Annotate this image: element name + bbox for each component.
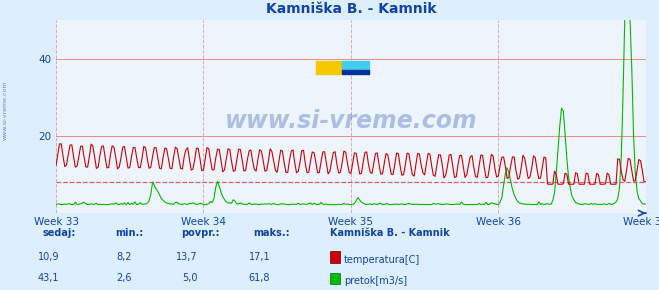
Text: temperatura[C]: temperatura[C]: [344, 255, 420, 264]
Bar: [316, 61, 342, 74]
Text: min.:: min.:: [115, 228, 144, 238]
Text: sedaj:: sedaj:: [43, 228, 76, 238]
Text: www.si-vreme.com: www.si-vreme.com: [225, 108, 477, 133]
Text: www.si-vreme.com: www.si-vreme.com: [3, 80, 8, 140]
Text: maks.:: maks.:: [254, 228, 291, 238]
Text: 17,1: 17,1: [248, 251, 270, 262]
Bar: [342, 61, 368, 70]
Text: 8,2: 8,2: [116, 251, 132, 262]
Text: 5,0: 5,0: [182, 273, 198, 283]
Text: 43,1: 43,1: [38, 273, 59, 283]
Bar: [342, 70, 368, 74]
Text: pretok[m3/s]: pretok[m3/s]: [344, 276, 407, 286]
Text: povpr.:: povpr.:: [181, 228, 219, 238]
Title: Kamniška B. - Kamnik: Kamniška B. - Kamnik: [266, 2, 436, 16]
Text: 10,9: 10,9: [38, 251, 59, 262]
Text: 61,8: 61,8: [248, 273, 270, 283]
Text: Kamniška B. - Kamnik: Kamniška B. - Kamnik: [330, 228, 449, 238]
Text: 2,6: 2,6: [116, 273, 132, 283]
Text: 13,7: 13,7: [176, 251, 198, 262]
